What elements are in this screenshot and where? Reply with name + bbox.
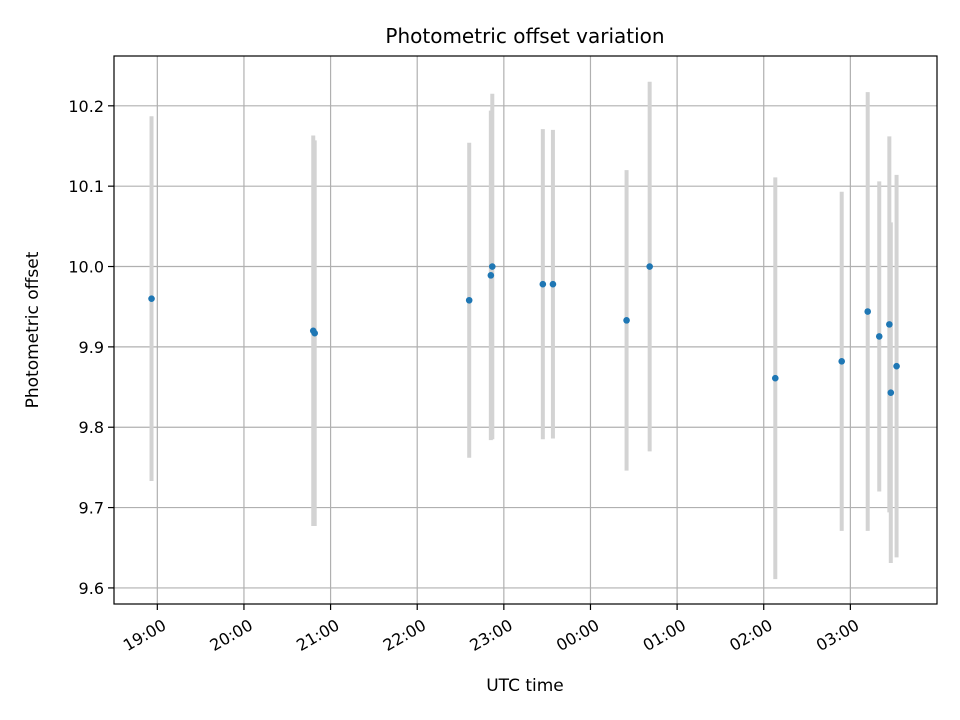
data-point: [487, 272, 495, 279]
data-point: [549, 280, 557, 288]
data-point: [539, 280, 547, 288]
y-tick-label: 10.1: [68, 177, 104, 196]
data-point: [838, 358, 846, 365]
y-tick-label: 9.8: [79, 418, 104, 437]
data-point: [465, 296, 473, 304]
y-tick-label: 9.9: [79, 338, 104, 357]
y-tick-label: 10.2: [68, 97, 104, 116]
data-point: [887, 389, 895, 396]
y-tick-label: 10.0: [68, 258, 104, 277]
y-axis-label: Photometric offset: [23, 251, 43, 408]
data-point: [875, 333, 883, 340]
data-point: [488, 263, 496, 270]
data-point: [893, 362, 900, 370]
y-axis: 9.6 9.7 9.8 9.9 10.0 10.1 10.2: [68, 97, 114, 598]
data-point: [646, 263, 653, 270]
chart-title: Photometric offset variation: [385, 24, 664, 48]
data-point: [148, 295, 155, 302]
data-point: [864, 308, 871, 315]
data-point: [311, 329, 318, 337]
data-point: [886, 321, 893, 328]
y-tick-label: 9.6: [79, 579, 104, 598]
y-tick-label: 9.7: [79, 499, 104, 518]
x-axis-label: UTC time: [486, 676, 564, 696]
data-point: [623, 317, 630, 324]
plot-frame: [113, 55, 938, 605]
grid: [114, 56, 937, 604]
data-point: [771, 374, 779, 382]
data-points: [148, 263, 900, 396]
